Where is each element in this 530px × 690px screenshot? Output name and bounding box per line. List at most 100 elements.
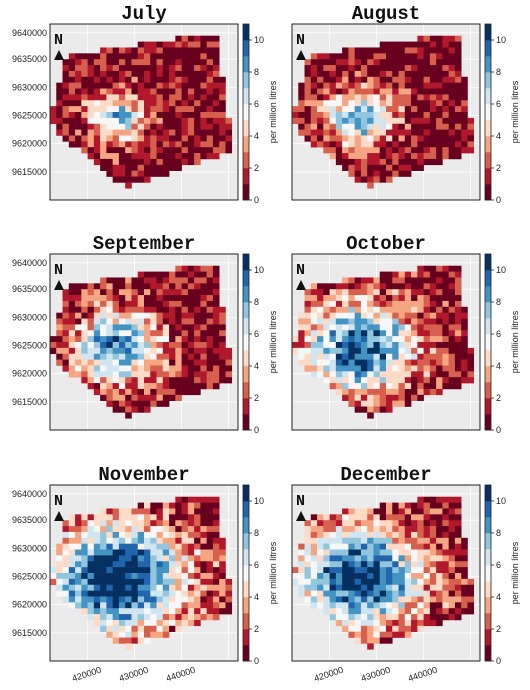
raster-cell — [181, 520, 189, 527]
raster-cell — [175, 141, 182, 148]
raster-cell — [125, 359, 132, 366]
raster-cell — [335, 555, 343, 562]
raster-cell — [137, 637, 145, 644]
raster-cell — [137, 347, 145, 355]
raster-cell — [68, 312, 76, 319]
raster-cell — [354, 70, 362, 78]
raster-cell — [144, 549, 151, 556]
raster-cell — [411, 549, 418, 556]
raster-cell — [169, 65, 176, 72]
raster-cell — [169, 342, 176, 349]
raster-cell — [118, 561, 126, 568]
raster-cell — [342, 531, 349, 539]
raster-cell — [112, 59, 120, 66]
raster-cell — [436, 141, 443, 148]
raster-cell — [392, 336, 399, 343]
raster-cell — [373, 312, 381, 319]
raster-cell — [137, 584, 145, 591]
raster-cell — [417, 365, 424, 372]
raster-cell — [417, 383, 424, 390]
raster-cell — [169, 147, 176, 154]
raster-cell — [304, 567, 312, 574]
raster-cell — [348, 88, 355, 95]
raster-cell — [398, 88, 406, 95]
raster-cell — [106, 147, 113, 154]
raster-cell — [398, 112, 406, 119]
raster-cell — [335, 365, 343, 372]
raster-cell — [225, 377, 233, 384]
raster-cell — [317, 602, 324, 609]
raster-cell — [436, 330, 443, 337]
raster-cell — [386, 631, 393, 638]
raster-cell — [436, 573, 443, 580]
raster-cell — [156, 365, 164, 372]
raster-cell — [392, 295, 399, 302]
raster-cell — [398, 619, 406, 627]
raster-cell — [125, 625, 132, 632]
raster-cell — [310, 135, 318, 142]
raster-cell — [112, 406, 120, 413]
raster-cell — [417, 82, 424, 89]
raster-cell — [304, 596, 312, 603]
raster-cell — [392, 283, 399, 290]
raster-cell — [194, 35, 201, 42]
raster-cell — [75, 117, 82, 125]
raster-cell — [367, 289, 374, 296]
raster-cell — [354, 584, 362, 591]
raster-cell — [181, 371, 189, 378]
raster-cell — [329, 94, 337, 101]
raster-cell — [354, 153, 362, 160]
raster-cell — [454, 300, 462, 308]
raster-cell — [87, 324, 95, 331]
raster-cell — [181, 619, 189, 627]
raster-cell — [392, 100, 399, 107]
raster-cell — [436, 306, 443, 313]
raster-cell — [112, 170, 120, 177]
raster-cell — [429, 353, 437, 360]
raster-cell — [354, 520, 362, 527]
raster-cell — [298, 100, 305, 107]
raster-cell — [118, 277, 126, 284]
raster-cell — [81, 141, 88, 148]
colorbar-segment — [243, 104, 249, 121]
raster-cell — [175, 153, 182, 160]
raster-cell — [298, 353, 305, 360]
raster-cell — [392, 141, 399, 148]
raster-cell — [429, 88, 437, 95]
raster-cell — [93, 584, 101, 591]
raster-cell — [348, 135, 355, 142]
raster-cell — [386, 100, 393, 107]
raster-cell — [150, 112, 157, 119]
raster-cell — [335, 383, 343, 390]
raster-cell — [304, 359, 312, 366]
raster-cell — [404, 590, 412, 597]
raster-cell — [386, 537, 393, 544]
raster-cell — [373, 631, 381, 638]
raster-cell — [175, 365, 182, 372]
raster-cell — [373, 147, 381, 154]
raster-cell — [461, 141, 468, 148]
raster-cell — [386, 514, 393, 521]
raster-cell — [169, 129, 176, 136]
raster-cell — [386, 53, 393, 60]
raster-cell — [212, 502, 220, 509]
raster-cell — [442, 508, 449, 515]
raster-cell — [175, 596, 182, 603]
raster-cell — [144, 295, 151, 302]
raster-cell — [75, 526, 82, 533]
raster-cell — [68, 596, 76, 603]
raster-cell — [162, 59, 170, 66]
colorbar-tick-label: 6 — [254, 560, 259, 570]
raster-cell — [404, 324, 412, 331]
raster-cell — [329, 526, 337, 533]
raster-cell — [112, 567, 120, 574]
raster-cell — [125, 53, 132, 60]
raster-cell — [348, 584, 355, 591]
raster-cell — [304, 117, 312, 125]
raster-cell — [454, 289, 462, 296]
raster-cell — [87, 526, 95, 533]
map-frame — [291, 253, 481, 431]
raster-cell — [448, 94, 456, 101]
raster-cell — [360, 584, 368, 591]
raster-cell — [436, 41, 443, 48]
